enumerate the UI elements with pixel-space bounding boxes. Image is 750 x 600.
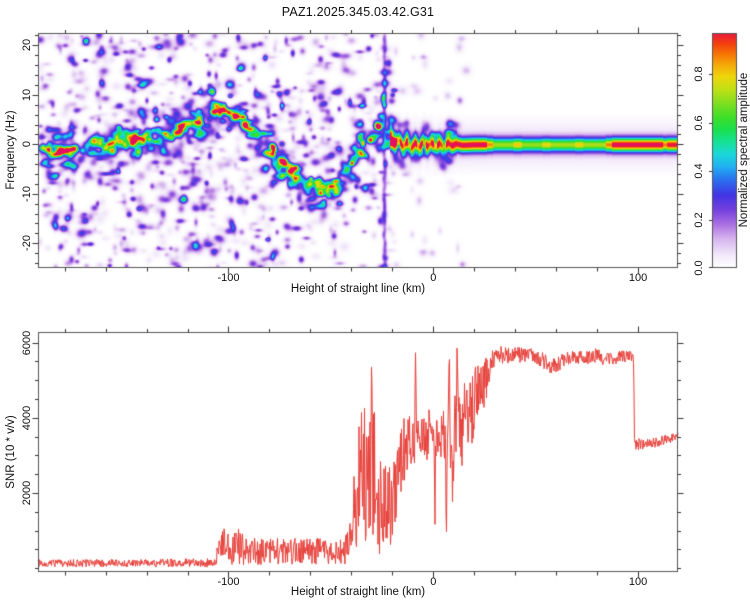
tick-label: 0.2: [693, 211, 705, 228]
top-x-axis-label: Height of straight line (km): [290, 283, 426, 295]
tick-label: 0: [430, 576, 437, 588]
tick-label: 100: [628, 272, 648, 284]
tick-label: 2000: [21, 480, 33, 506]
tick-label: 4000: [21, 405, 33, 431]
tick-label: 0: [430, 272, 437, 284]
plot-title: PAZ1.2025.345.03.42.G31: [281, 5, 435, 19]
tick-label: 0: [21, 141, 33, 148]
colorbar-label: Normalized spectral amplitude: [738, 72, 750, 228]
snr-panel: [30, 324, 686, 580]
tick-label: 100: [628, 576, 648, 588]
tick-label: 10: [21, 88, 33, 101]
tick-label: 6000: [21, 330, 33, 355]
spectrogram-panel: [30, 25, 686, 276]
tick-label: -100: [217, 576, 240, 588]
tick-label: 0.4: [693, 163, 705, 179]
frequency-axis-label: Frequency (Hz): [5, 110, 17, 190]
tick-label: 0.0: [693, 260, 705, 276]
tick-label: -20: [21, 235, 33, 252]
tick-label: 0.6: [693, 114, 705, 131]
tick-label: -10: [21, 185, 33, 202]
bottom-x-axis-label: Height of straight line (km): [290, 586, 426, 598]
tick-label: 20: [21, 39, 33, 52]
snr-axis-label: SNR (10 * v/v): [5, 415, 17, 489]
colorbar: [704, 25, 745, 276]
tick-label: -100: [217, 272, 240, 284]
tick-label: 0.8: [693, 66, 705, 82]
